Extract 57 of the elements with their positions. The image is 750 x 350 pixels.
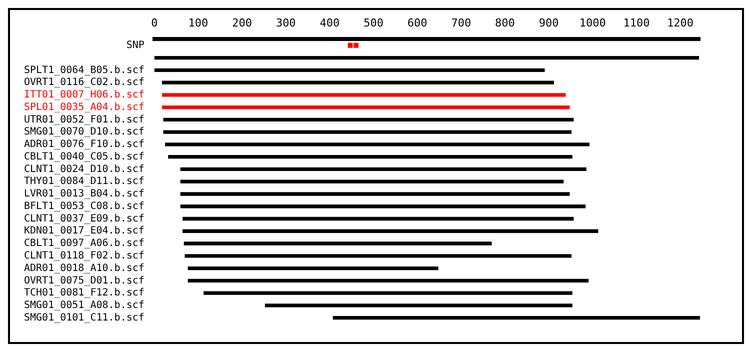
bar [182,216,574,221]
x-tick-label: 400 [320,16,340,30]
y-tick-label: TCH01_0081_F12.b.scf [24,288,144,299]
bar [162,80,554,84]
bar [188,266,438,270]
bar [163,118,574,122]
y-tick-label: SPL01_0035_A04.b.scf [24,102,144,113]
x-tick-label: 600 [407,16,428,30]
y-tick-label: ITT01_0007_H06.b.scf [24,90,144,101]
x-tick-label: 800 [495,16,515,30]
y-tick-label: THY01_0084_D11.b.scf [24,176,144,188]
y-tick-label: CBLT1_0097_A06.b.scf [24,238,144,250]
bar [188,278,589,282]
bar [168,155,572,159]
y-tick-label: SMG01_0101_C11.b.scf [24,312,144,324]
x-tick-label: 1200 [667,16,694,30]
bar [184,242,492,246]
y-tick-label: OVRT1_0116_C02.b.scf [24,77,144,88]
x-tick-label: 100 [188,16,208,30]
bar [163,130,572,134]
y-tick-label: BFLT1_0053_C08.b.scf [24,200,144,212]
bar [264,304,572,308]
x-tick-label: 1100 [623,16,650,30]
bar [154,68,545,72]
y-tick-label: UTR01_0052_F01.b.scf [24,114,144,126]
x-tick-label: 700 [451,16,472,30]
bar [182,229,598,233]
y-tick-label: CLNT1_0037_E09.b.scf [24,213,144,224]
x-tick-label: 1000 [579,16,606,30]
bar [162,93,566,97]
x-tick-label: 0 [151,16,158,30]
bar [162,105,570,110]
x-tick-label: 200 [232,16,252,30]
x-tick-label: 900 [538,16,559,30]
y-tick-label: SNP [126,40,144,51]
y-tick-label: CLNT1_0024_D10.b.scf [24,164,144,175]
bar [332,316,700,320]
y-tick-label: KDN01_0017_E04.b.scf [24,226,144,237]
y-tick-label: SMG01_0051_A08.b.scf [24,300,144,312]
bar [204,291,572,295]
y-tick-label: CBLT1_0040_C05.b.scf [24,151,144,162]
x-tick-label: 300 [276,16,296,30]
y-tick-label: LVR01_0013_B04.b.scf [24,188,144,200]
x-tick-label: 500 [364,16,384,30]
y-tick-label: CLNT1_0118_F02.b.scf [24,250,144,262]
y-tick-label: SPLT1_0064_B05.b.scf [24,64,144,76]
bar [180,204,586,208]
bar [180,192,570,196]
y-tick-label: OVRT1_0075_D01.b.scf [24,275,144,286]
y-tick-label: SMG01_0070_D10.b.scf [24,126,144,138]
y-tick-label: ADR01_0018_A10.b.scf [24,262,144,274]
bar [154,56,700,60]
bar [180,180,564,184]
bar [180,167,586,172]
y-tick-label: ADR01_0076_F10.b.scf [24,139,144,150]
bar [165,142,590,146]
bar [184,254,572,258]
